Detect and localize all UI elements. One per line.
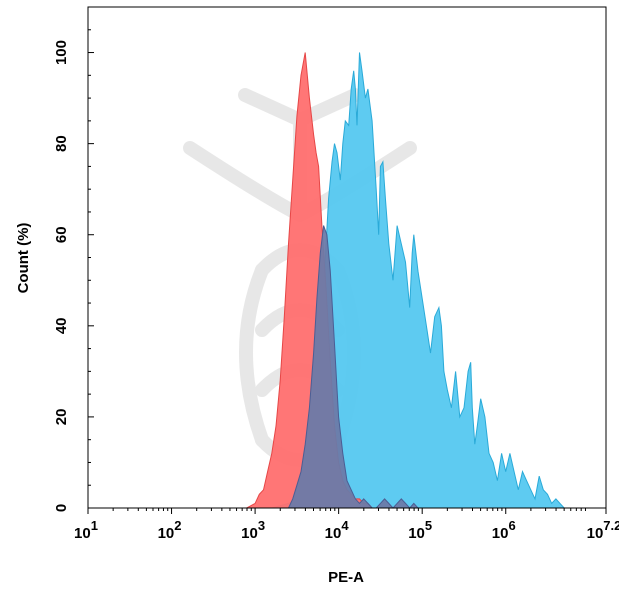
x-tick-label: 104 <box>325 518 350 542</box>
y-tick-label: 80 <box>53 135 70 152</box>
y-tick-label: 20 <box>53 409 70 426</box>
series-layer <box>246 52 602 509</box>
series-1-area <box>246 52 381 509</box>
x-tick-label: 101 <box>74 518 98 542</box>
x-tick-label: 106 <box>492 518 516 542</box>
y-tick-label: 100 <box>53 40 70 65</box>
x-tick-label: 107.2 <box>587 518 619 542</box>
x-axis: 101 102 103 104 105 106 107.2 <box>74 508 619 542</box>
series-0-area <box>271 52 602 509</box>
x-tick-label: 105 <box>408 518 432 542</box>
y-axis: 0 20 40 60 80 100 <box>53 29 94 512</box>
y-tick-label: 60 <box>53 226 70 243</box>
x-tick-label: 103 <box>241 518 265 542</box>
y-axis-title: Count (%) <box>15 223 32 294</box>
y-tick-label: 40 <box>53 317 70 334</box>
x-tick-label: 102 <box>158 518 182 542</box>
y-tick-label: 0 <box>53 504 70 512</box>
x-axis-title: PE-A <box>328 569 364 586</box>
